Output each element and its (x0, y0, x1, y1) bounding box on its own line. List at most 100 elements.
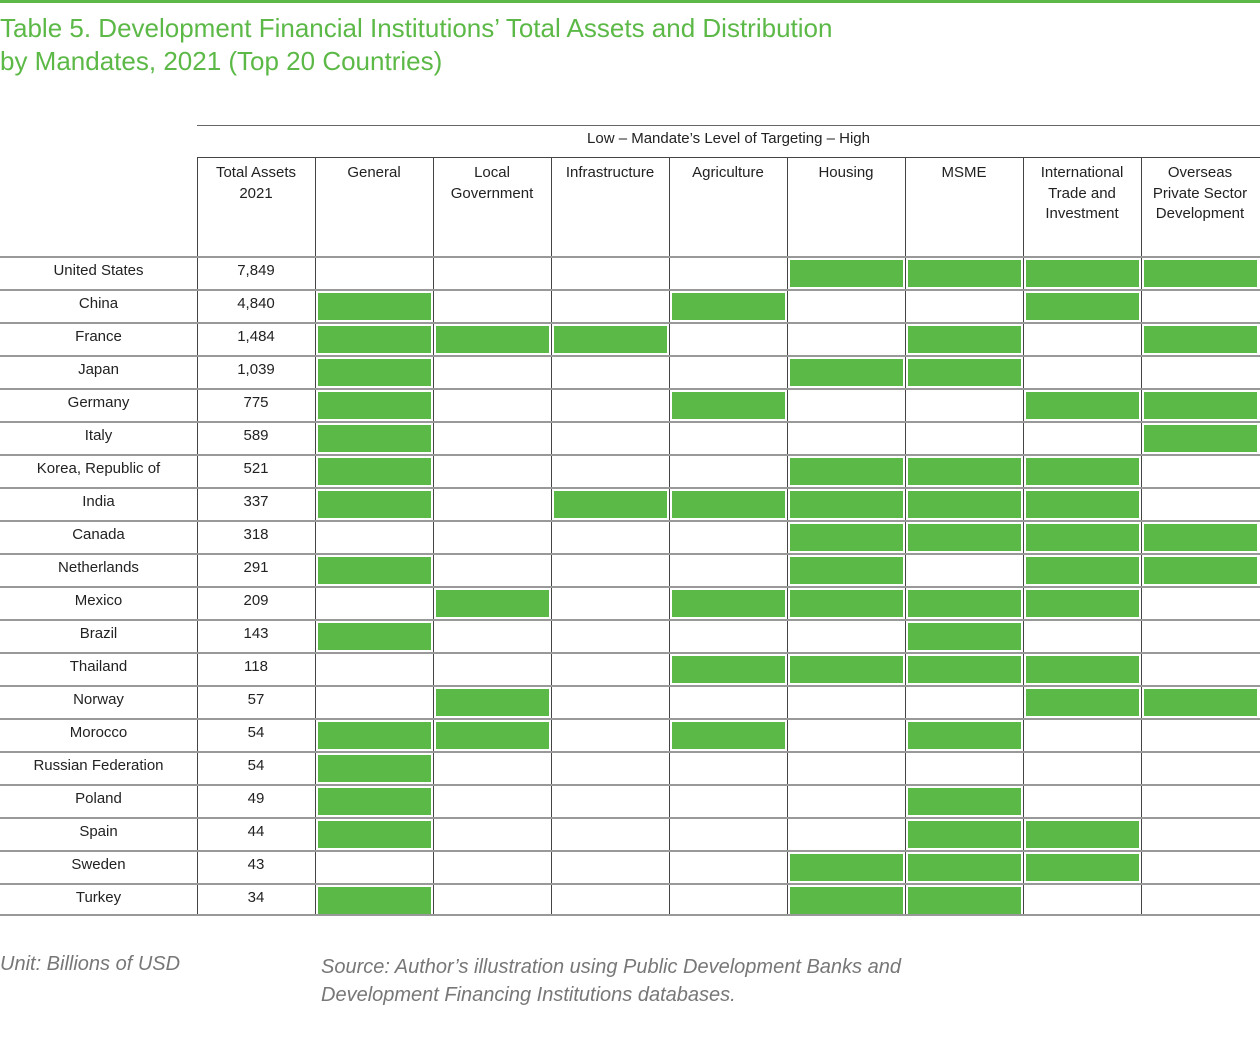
country-name: Netherlands (58, 559, 139, 576)
mandate-cell-general (318, 425, 431, 452)
mandate-cell-international-trade-and-investment (1026, 458, 1139, 485)
header-mandate: Agriculture (669, 163, 787, 184)
header-mandate-line: Local (474, 164, 510, 181)
mandate-cell-overseas-private-sector-development (1144, 689, 1257, 716)
mandate-cell-overseas-private-sector-development (1144, 260, 1257, 287)
column-divider (1141, 157, 1142, 915)
mandate-cell-general (318, 491, 431, 518)
row-divider (0, 322, 1260, 324)
mandate-cell-international-trade-and-investment (1026, 590, 1139, 617)
mandate-cell-msme (908, 788, 1021, 815)
table-row: Russian Federation 54 (0, 751, 1260, 784)
header-mandate-line: Overseas (1167, 164, 1233, 181)
mandate-cell-msme (908, 524, 1021, 551)
row-divider (0, 850, 1260, 852)
mandate-cell-general (318, 326, 431, 353)
country-name: Sweden (71, 856, 126, 873)
total-assets-value: 44 (247, 823, 265, 840)
source-line: Source: Author’s illustration using Publ… (321, 956, 901, 978)
table-row: Turkey 34 (0, 883, 1260, 916)
mandate-cell-general (318, 887, 431, 914)
mandate-cell-housing (790, 458, 903, 485)
total-assets-value: 589 (243, 427, 269, 444)
mandate-cell-overseas-private-sector-development (1144, 524, 1257, 551)
row-divider (0, 289, 1260, 291)
mandate-cell-housing (790, 854, 903, 881)
row-divider (0, 520, 1260, 522)
country-name: Brazil (79, 625, 118, 642)
mandate-cell-general (318, 623, 431, 650)
mandate-cell-overseas-private-sector-development (1144, 425, 1257, 452)
mandate-cell-agriculture (672, 491, 785, 518)
header-mandate-line: MSME (941, 164, 987, 181)
unit-note: Unit: Billions of USD (0, 953, 181, 975)
total-assets-value: 118 (244, 658, 268, 675)
table-row: Canada 318 (0, 520, 1260, 553)
table-row: India 337 (0, 487, 1260, 520)
table-row: Mexico 209 (0, 586, 1260, 619)
total-assets-value: 43 (247, 856, 265, 873)
header-mandate-line: Housing (818, 164, 874, 181)
mandate-cell-international-trade-and-investment (1026, 689, 1139, 716)
country-name: Canada (72, 526, 125, 543)
mandate-cell-msme (908, 821, 1021, 848)
table-title: Table 5. Development Financial Instituti… (0, 12, 832, 78)
country-name: Thailand (69, 658, 128, 675)
table-row: Poland 49 (0, 784, 1260, 817)
table-row: Sweden 43 (0, 850, 1260, 883)
table-row: France 1,484 (0, 322, 1260, 355)
table-row: Netherlands 291 (0, 553, 1260, 586)
table-row: Spain 44 (0, 817, 1260, 850)
mandate-cell-housing (790, 590, 903, 617)
mandate-cell-general (318, 755, 431, 782)
table-row: Norway 57 (0, 685, 1260, 718)
mandate-cell-agriculture (672, 722, 785, 749)
table-row: Morocco 54 (0, 718, 1260, 751)
column-divider (1023, 157, 1024, 915)
country-name: United States (53, 262, 144, 279)
source-line: Development Financing Institutions datab… (321, 984, 736, 1006)
mandate-cell-international-trade-and-investment (1026, 821, 1139, 848)
title-line-2: by Mandates, 2021 (Top 20 Countries) (0, 46, 443, 76)
mandate-cell-international-trade-and-investment (1026, 854, 1139, 881)
mandate-cell-international-trade-and-investment (1026, 293, 1139, 320)
total-assets-value: 4,840 (237, 295, 275, 312)
mandate-cell-msme (908, 656, 1021, 683)
row-divider (0, 883, 1260, 885)
country-name: Spain (79, 823, 118, 840)
header-mandate: Overseas Private Sector Development (1141, 163, 1259, 225)
total-assets-value: 337 (243, 493, 269, 510)
mandate-cell-msme (908, 326, 1021, 353)
column-divider (315, 157, 316, 915)
header-mandate: International Trade and Investment (1023, 163, 1141, 225)
mandate-cell-agriculture (672, 293, 785, 320)
table-bottom-rule (0, 914, 1260, 916)
row-divider (0, 685, 1260, 687)
column-divider (669, 157, 670, 915)
country-name: Russian Federation (33, 757, 164, 774)
country-name: Mexico (74, 592, 123, 609)
total-assets-value: 54 (247, 724, 265, 741)
column-divider (787, 157, 788, 915)
header-mandate-line: Government (450, 184, 534, 202)
mandate-cell-international-trade-and-investment (1026, 491, 1139, 518)
row-divider (0, 487, 1260, 489)
mandate-cell-general (318, 557, 431, 584)
table-row: Thailand 118 (0, 652, 1260, 685)
header-mandate: Housing (787, 163, 905, 184)
country-name: Japan (78, 361, 119, 378)
mandate-cell-housing (790, 491, 903, 518)
mandate-cell-housing (790, 557, 903, 584)
mandate-cell-msme (908, 887, 1021, 914)
column-divider (905, 157, 906, 915)
row-divider (0, 421, 1260, 423)
mandate-cell-msme (908, 458, 1021, 485)
mandate-cell-housing (790, 260, 903, 287)
mandate-cell-housing (790, 656, 903, 683)
total-assets-value: 57 (247, 691, 265, 708)
mandate-cell-agriculture (672, 656, 785, 683)
mandate-cell-local-government (436, 326, 549, 353)
row-divider (0, 784, 1260, 786)
mandate-cell-housing (790, 887, 903, 914)
total-assets-value: 291 (243, 559, 269, 576)
